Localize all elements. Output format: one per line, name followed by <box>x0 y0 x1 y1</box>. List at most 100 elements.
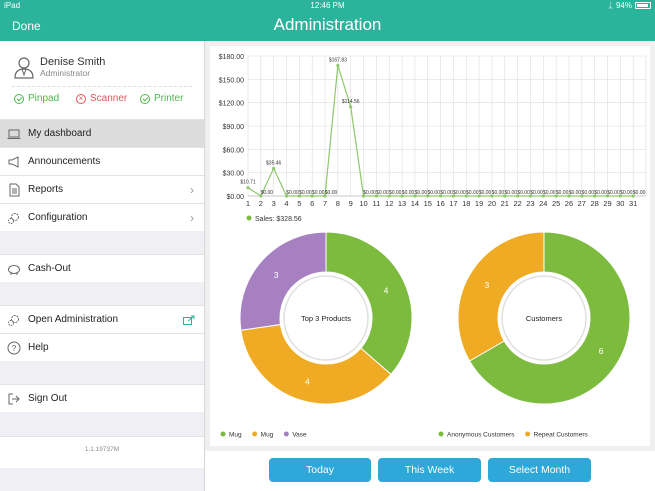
sales-data-point <box>516 194 520 198</box>
page-title: Administration <box>273 15 382 34</box>
sales-data-point <box>413 194 417 198</box>
gears-icon <box>8 212 19 224</box>
sales-data-point <box>374 194 378 198</box>
products-donut-legend-marker <box>283 431 289 437</box>
sales-data-label: $167.83 <box>329 57 347 63</box>
sales-data-point <box>451 194 456 198</box>
x-tick-label: 1 <box>246 199 250 208</box>
sales-data-label: $0.00 <box>415 190 428 196</box>
sidebar-item-signout[interactable]: Sign Out <box>0 384 204 412</box>
sidebar-item-announcements[interactable]: Announcements <box>0 147 204 175</box>
user-avatar-icon <box>14 57 34 79</box>
sidebar-item-label: Configuration <box>28 212 88 223</box>
products-donut-center <box>280 272 372 364</box>
sales-data-point <box>246 186 250 190</box>
x-tick-label: 20 <box>488 199 496 208</box>
sidebar-item-configuration[interactable]: Configuration › <box>0 203 204 231</box>
date-range-bar: Today This Week Select Month <box>205 451 655 491</box>
x-tick-label: 8 <box>336 199 340 208</box>
sales-data-label: $0.00 <box>543 190 556 196</box>
x-tick-label: 11 <box>372 199 380 208</box>
battery-percent: 94% <box>615 1 632 10</box>
laptop-icon <box>7 129 21 139</box>
sales-data-point <box>361 194 366 198</box>
products-donut-legend-label: Vase <box>292 432 307 439</box>
legend-label-sales: Sales: $328.56 <box>255 216 302 223</box>
x-tick-label: 25 <box>552 199 560 208</box>
sidebar-item-label: Open Administration <box>28 314 119 325</box>
external-link-icon <box>183 315 195 325</box>
sales-data-point <box>259 194 263 198</box>
sales-data-point <box>323 194 327 198</box>
device-status-printer[interactable]: Printer <box>140 93 183 104</box>
x-tick-label: 6 <box>310 199 314 208</box>
sales-data-label: $0.00 <box>389 190 402 196</box>
sales-data-label: $0.00 <box>505 190 518 196</box>
sidebar-item-open-administration[interactable]: Open Administration <box>0 305 204 333</box>
sales-data-point <box>605 194 610 198</box>
x-tick-label: 30 <box>616 199 624 208</box>
device-label: Printer <box>154 93 184 104</box>
y-tick-label: $60.00 <box>223 147 245 154</box>
sales-data-point <box>593 194 597 198</box>
sales-data-label: $0.00 <box>402 190 415 196</box>
sidebar-item-cashout[interactable]: Cash-Out <box>0 254 204 282</box>
x-tick-label: 22 <box>513 199 521 208</box>
device-status-scanner[interactable]: × Scanner <box>76 93 127 104</box>
sales-data-point <box>310 194 314 198</box>
sidebar-item-label: Sign Out <box>28 393 67 404</box>
sales-data-point <box>464 194 468 198</box>
status-bar: iPad 12:46 PM ᛣ 94% <box>0 0 655 12</box>
device-label: Scanner <box>90 93 128 104</box>
sales-data-label: $0.00 <box>633 190 646 196</box>
x-tick-label: 9 <box>349 199 353 208</box>
x-tick-label: 10 <box>359 199 367 208</box>
x-tick-label: 3 <box>272 199 276 208</box>
select-month-button[interactable]: Select Month <box>488 458 591 482</box>
sales-data-label: $0.00 <box>440 190 453 196</box>
sidebar-item-help[interactable]: ? Help <box>0 333 204 361</box>
sales-data-point <box>438 194 443 198</box>
sales-data-label: $0.00 <box>376 190 389 196</box>
sales-data-label: $0.00 <box>363 190 376 196</box>
products-donut-center-ring <box>283 275 369 361</box>
device-label: Pinpad <box>28 93 60 104</box>
sales-data-point <box>336 63 340 68</box>
sign-out-icon <box>8 393 20 404</box>
sales-data-point <box>272 166 276 171</box>
customers-donut-legend-label: Anonymous Customers <box>447 432 515 439</box>
x-tick-label: 31 <box>629 199 637 208</box>
customers-donut-slice-label: 6 <box>599 346 604 356</box>
sales-data-point <box>618 194 622 198</box>
y-tick-label: $30.00 <box>223 171 245 178</box>
customers-donut-center-label: Customers <box>526 314 563 323</box>
battery-status: ᛣ 94% <box>608 1 651 10</box>
sales-data-label: $114.56 <box>342 99 360 105</box>
app-version: 1.1.19737M <box>84 446 120 453</box>
device-status-pinpad[interactable]: Pinpad <box>14 93 59 104</box>
products-donut-legend-label: Mug <box>229 432 242 439</box>
user-role: Administrator <box>40 68 91 78</box>
sales-data-label: $0.00 <box>556 190 569 196</box>
sales-data-label: $0.00 <box>299 190 312 196</box>
today-button[interactable]: Today <box>269 458 371 482</box>
sales-data-label: $10.71 <box>240 180 256 186</box>
customers-donut-legend-label: Repeat Customers <box>534 432 589 439</box>
sales-data-label: $0.00 <box>427 190 440 196</box>
x-tick-label: 15 <box>424 199 432 208</box>
sales-data-point <box>567 194 571 198</box>
products-donut-center-label: Top 3 Products <box>301 314 351 323</box>
sales-data-point <box>490 194 494 198</box>
sidebar-item-reports[interactable]: Reports › <box>0 175 204 203</box>
sales-data-label: $0.00 <box>325 190 338 196</box>
x-tick-label: 29 <box>603 199 611 208</box>
version-row <box>0 436 204 468</box>
customers-donut-slice-label: 3 <box>484 280 489 290</box>
sidebar-item-dashboard[interactable]: My dashboard <box>0 119 204 147</box>
y-tick-label: $150.00 <box>219 77 244 84</box>
check-icon <box>140 93 150 104</box>
done-button[interactable]: Done <box>12 19 41 33</box>
this-week-button[interactable]: This Week <box>378 458 481 482</box>
sales-data-label: $0.00 <box>286 190 299 196</box>
customers-donut-center-ring <box>501 275 587 361</box>
